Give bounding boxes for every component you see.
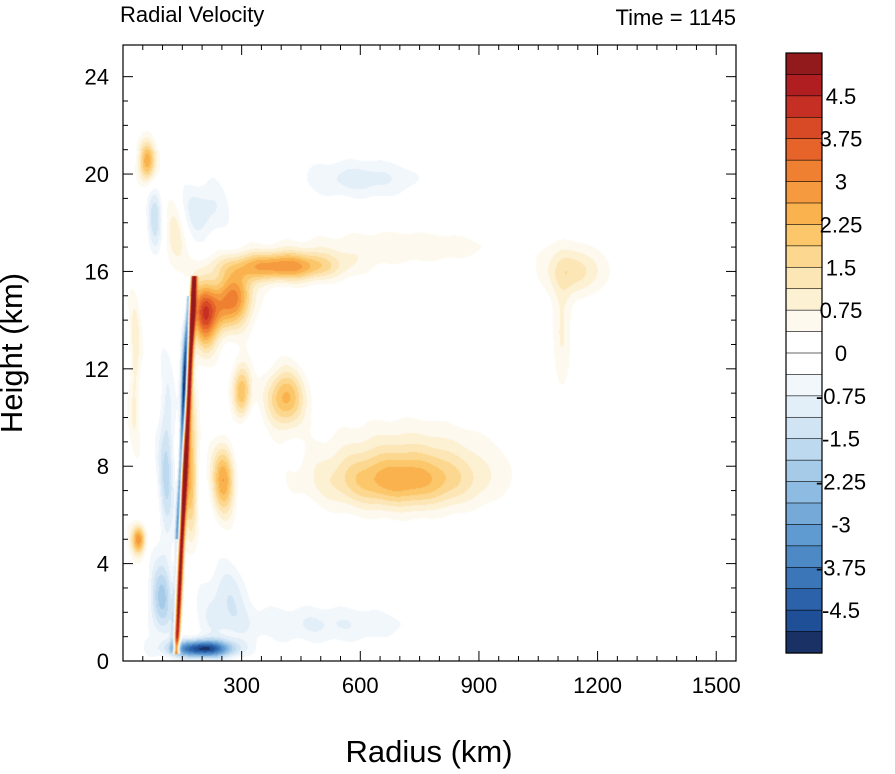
plot-area: 300 600 900 1200 1500 0 4 8 12 16 20 24 (85, 44, 741, 698)
colorbar-tick-label: 0 (835, 341, 847, 366)
colorbar-tick-label: 4.5 (826, 84, 857, 109)
colorbar-swatch (785, 609, 823, 633)
colorbar-swatch (785, 159, 823, 183)
colorbar-swatch (785, 202, 823, 226)
y-axis-ticks: 0 4 8 12 16 20 24 (85, 65, 736, 674)
colorbar-tick-label: 3 (835, 170, 847, 195)
colorbar-swatch (785, 52, 823, 76)
colorbar-tick-label: -4.5 (822, 598, 860, 623)
colorbar-swatch (785, 588, 823, 611)
x-tick-label: 900 (461, 673, 498, 698)
chart-title: Radial Velocity (120, 2, 264, 27)
colorbar-tick-label: 0.75 (820, 298, 863, 323)
y-tick-label: 12 (85, 357, 109, 382)
plot-frame (122, 44, 737, 662)
colorbar-swatch (785, 266, 823, 290)
colorbar-swatch (785, 74, 823, 97)
y-tick-label: 20 (85, 162, 109, 187)
time-label: Time = 1145 (616, 5, 736, 30)
colorbar-swatch (785, 416, 823, 440)
y-tick-label: 24 (85, 65, 109, 90)
colorbar-swatch (785, 116, 823, 140)
colorbar-swatch (785, 245, 823, 268)
colorbar-swatch (785, 631, 823, 654)
colorbar: 4.5 3.75 3 2.25 1.5 0.75 0 -0.75 -1.5 -2.25 -3 -3.7… (785, 52, 866, 654)
y-tick-label: 0 (97, 649, 109, 674)
colorbar-swatch (785, 331, 823, 354)
x-tick-label: 600 (342, 673, 379, 698)
x-axis-label: Radius (km) (345, 734, 512, 769)
x-tick-label: 1200 (573, 673, 622, 698)
colorbar-swatch (785, 181, 823, 204)
colorbar-tick-label: -3 (831, 512, 851, 537)
x-axis-ticks: 300 600 900 1200 1500 (142, 45, 741, 698)
colorbar-swatch (785, 288, 823, 311)
colorbar-swatch (785, 95, 823, 118)
colorbar-swatch (785, 524, 823, 547)
colorbar-tick-label: -0.75 (816, 384, 866, 409)
colorbar-tick-label: -3.75 (816, 555, 866, 580)
velocity-field (123, 45, 736, 661)
colorbar-tick-label: 3.75 (820, 127, 863, 152)
x-tick-label: 1500 (692, 673, 741, 698)
colorbar-swatch (785, 502, 823, 526)
colorbar-swatch (785, 438, 823, 461)
colorbar-swatch (785, 309, 823, 333)
y-tick-label: 8 (97, 454, 109, 479)
colorbar-tick-label: -1.5 (822, 427, 860, 452)
x-tick-label: 300 (223, 673, 260, 698)
colorbar-tick-label: 1.5 (826, 255, 857, 280)
colorbar-tick-label: -2.25 (816, 470, 866, 495)
colorbar-tick-label: 2.25 (820, 212, 863, 237)
colorbar-swatch (785, 352, 823, 376)
colorbar-frame (785, 52, 823, 654)
y-axis-label: Height (km) (0, 273, 29, 433)
colorbar-swatch (785, 138, 823, 161)
colorbar-swatch (785, 224, 823, 247)
y-tick-label: 16 (85, 259, 109, 284)
y-tick-label: 4 (97, 552, 109, 577)
